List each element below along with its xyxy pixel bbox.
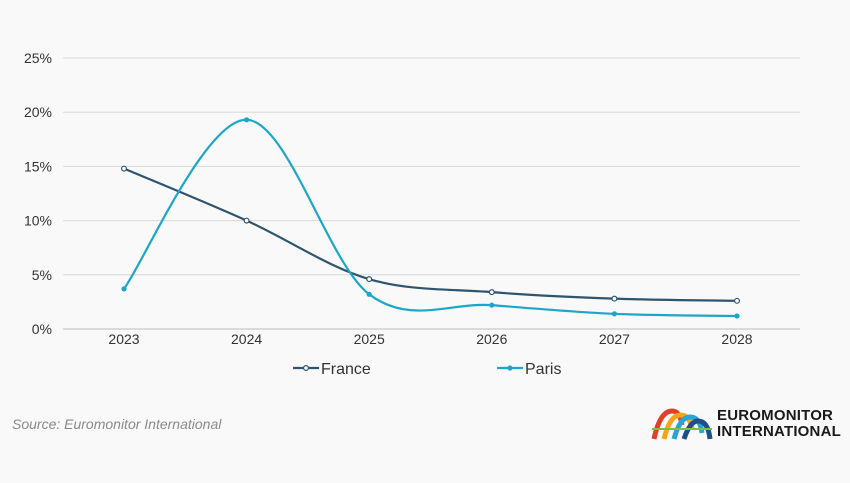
x-tick-label: 2028: [721, 331, 752, 347]
data-point-paris: [489, 302, 495, 308]
legend-marker-france: [303, 365, 310, 372]
euromonitor-logo: EUROMONITOR INTERNATIONAL: [650, 405, 841, 443]
data-point-france: [733, 297, 740, 304]
x-tick-label: 2027: [599, 331, 630, 347]
y-tick-label: 25%: [24, 50, 52, 66]
x-tick-label: 2023: [108, 331, 139, 347]
y-tick-label: 20%: [24, 104, 52, 120]
logo-wordmark: EUROMONITOR INTERNATIONAL: [717, 408, 841, 440]
logo-arcs-icon: [651, 408, 713, 440]
data-point-paris: [366, 291, 372, 297]
data-point-paris: [734, 313, 740, 319]
legend-marker-paris: [507, 365, 513, 371]
data-point-france: [488, 289, 495, 296]
legend-label-france: France: [321, 361, 371, 378]
y-tick-label: 0%: [32, 321, 52, 337]
y-tick-label: 15%: [24, 158, 52, 174]
y-tick-label: 10%: [24, 213, 52, 229]
legend-label-paris: Paris: [525, 361, 561, 378]
data-point-paris: [244, 117, 250, 123]
series-line-paris: [123, 118, 738, 318]
data-point-france: [611, 295, 618, 302]
series-line-france: [123, 167, 738, 302]
y-tick-label: 5%: [32, 267, 52, 283]
x-tick-label: 2024: [231, 331, 262, 347]
source-note: Source: Euromonitor International: [12, 416, 222, 432]
data-point-france: [120, 165, 127, 172]
data-point-paris: [121, 286, 127, 292]
line-chart: 0% 5% 10% 15% 20% 25% 2023 2024 2025 2026 2027 2028…: [24, 50, 800, 378]
logo-line-2: INTERNATIONAL: [717, 423, 841, 440]
data-point-paris: [611, 311, 618, 317]
data-point-france: [243, 217, 250, 224]
data-point-france: [366, 276, 373, 283]
x-tick-label: 2026: [476, 331, 507, 347]
x-tick-label: 2025: [354, 331, 385, 347]
logo-line-1: EUROMONITOR: [717, 407, 834, 424]
